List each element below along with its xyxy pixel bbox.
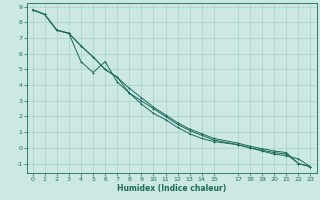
X-axis label: Humidex (Indice chaleur): Humidex (Indice chaleur) — [117, 184, 226, 193]
